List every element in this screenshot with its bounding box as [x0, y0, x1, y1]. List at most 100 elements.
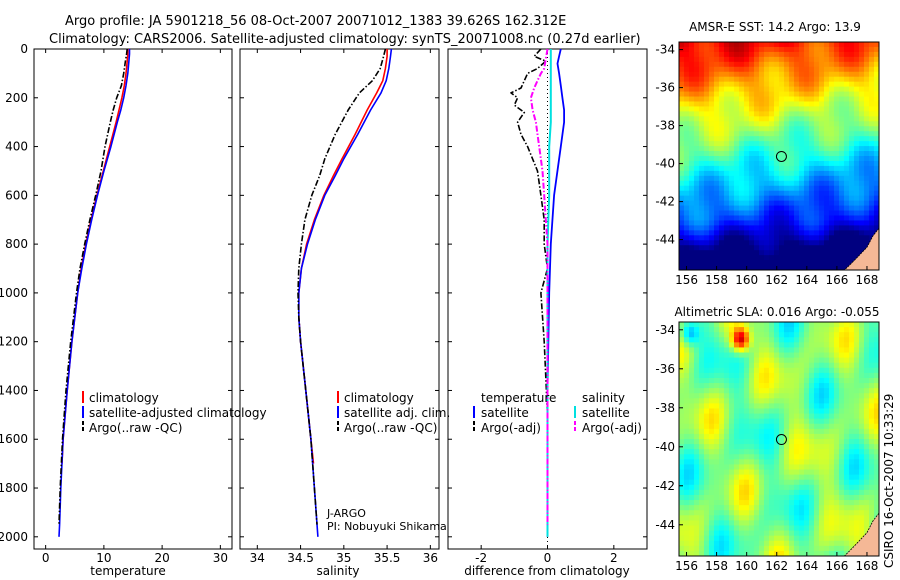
map-cell [719, 101, 725, 108]
map-cell [854, 428, 860, 435]
map-cell [709, 403, 715, 410]
map-cell [834, 96, 840, 103]
map-cell [714, 423, 720, 430]
map-cell [714, 469, 720, 476]
map-cell [774, 230, 780, 236]
map-cell [709, 535, 715, 542]
map-cell [809, 66, 815, 73]
map-cell [699, 347, 705, 354]
legend-label-temp-argo: Argo(-adj) [481, 421, 541, 435]
map-cell [699, 250, 705, 256]
map-cell [769, 156, 775, 162]
map-cell [739, 540, 745, 547]
map-cell [729, 540, 735, 547]
map-cell [749, 230, 755, 236]
map-cell [859, 61, 865, 68]
map-cell [714, 383, 720, 389]
map-cell [749, 449, 755, 455]
map-cell [764, 408, 770, 415]
map-cell [824, 357, 830, 364]
map-cell [719, 464, 725, 471]
map-cell [749, 141, 755, 147]
map-cell [774, 136, 780, 142]
map-cell [764, 51, 770, 58]
map-cell [784, 250, 790, 256]
map-cell [754, 337, 760, 343]
map-cell [729, 265, 735, 270]
map-cell [719, 66, 725, 73]
map-cell [749, 250, 755, 256]
map-cell [829, 433, 835, 440]
map-cell [734, 136, 740, 142]
map-cell [759, 121, 765, 127]
map-cell [829, 535, 835, 542]
map-cell [739, 520, 745, 527]
map-cell [729, 141, 735, 147]
map-cell [734, 388, 740, 394]
map-cell [784, 500, 790, 506]
map-cell [729, 56, 735, 63]
map-cell [769, 540, 775, 547]
map-cell [764, 101, 770, 108]
map-cell [729, 352, 735, 359]
map-cell [789, 454, 795, 460]
map-cell [734, 215, 740, 222]
map-cell [789, 479, 795, 486]
map-cell [804, 479, 810, 486]
map-cell [754, 230, 760, 236]
map-cell [834, 116, 840, 122]
map-cell [824, 126, 830, 132]
map-cell [759, 91, 765, 98]
map-cell [859, 121, 865, 127]
map-cell [724, 255, 730, 261]
map-cell [724, 200, 730, 207]
map-cell [689, 362, 695, 369]
map-cell [849, 428, 855, 435]
map-cell [819, 61, 825, 68]
map-cell [874, 362, 879, 369]
map-cell [764, 165, 770, 172]
map-cell [849, 505, 855, 511]
map-cell [819, 403, 825, 410]
map-cell [849, 464, 855, 471]
map-cell [684, 393, 690, 399]
map-cell [729, 96, 735, 103]
map-cell [804, 245, 810, 251]
map-cell [874, 175, 879, 182]
map-cell [789, 42, 795, 48]
map-cell [799, 210, 805, 217]
map-cell [709, 474, 715, 481]
map-cell [774, 327, 780, 333]
map-cell [764, 255, 770, 261]
map-cell [779, 81, 785, 88]
map-cell [864, 215, 870, 222]
map-cell [759, 106, 765, 112]
map-cell [749, 156, 755, 162]
map-cell [844, 525, 850, 532]
map-cell [694, 372, 700, 379]
map-cell [844, 175, 850, 182]
map-cell [864, 136, 870, 142]
map-cell [769, 71, 775, 78]
map-cell [699, 86, 705, 93]
map-cell [809, 46, 815, 53]
map-cell [829, 96, 835, 103]
map-cell [684, 116, 690, 122]
map-cell [734, 352, 740, 359]
map-cell [769, 449, 775, 455]
map-cell [809, 255, 815, 261]
map-cell [764, 377, 770, 384]
map-cell [709, 449, 715, 455]
map-cell [724, 388, 730, 394]
map-cell [744, 121, 750, 127]
map-cell [769, 265, 775, 270]
map-cell [869, 322, 875, 328]
map-cell [684, 235, 690, 241]
map-cell [734, 76, 740, 83]
map-cell [824, 230, 830, 236]
map-cell [759, 265, 765, 270]
map-cell [834, 175, 840, 182]
map-cell [744, 383, 750, 389]
map-cell [684, 342, 690, 349]
map-cell [869, 111, 875, 117]
